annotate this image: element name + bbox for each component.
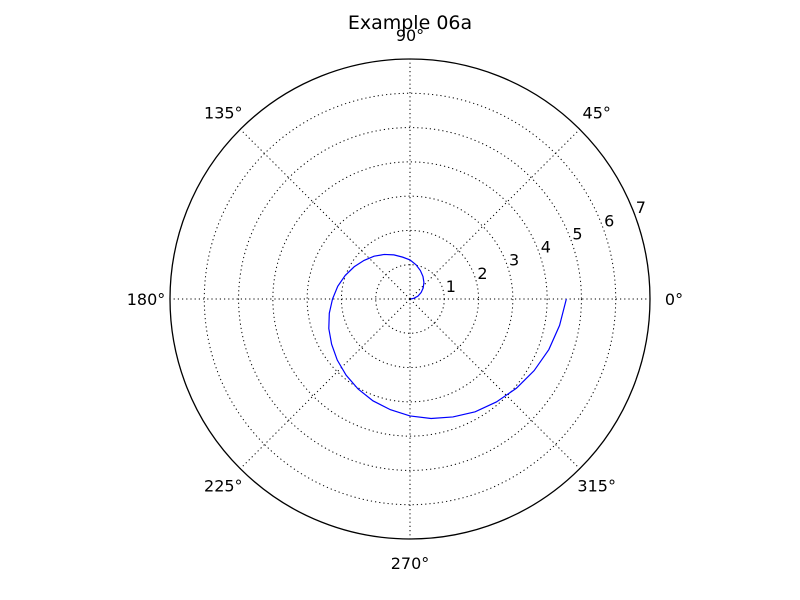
r-tick-label: 2 <box>477 264 487 283</box>
r-tick-label: 5 <box>572 224 582 243</box>
r-gridline <box>340 229 480 369</box>
polar-frame <box>169 58 651 540</box>
theta-gridline <box>239 298 411 470</box>
theta-tick-label: 0° <box>665 290 683 309</box>
theta-gridline <box>409 298 581 470</box>
r-tick-label: 3 <box>509 251 519 270</box>
r-tick-label: 6 <box>604 211 614 230</box>
chart-title: Example 06a <box>348 12 472 34</box>
r-gridline <box>306 195 514 403</box>
theta-tick-label: 225° <box>204 477 243 496</box>
grid <box>170 59 650 539</box>
r-tick-label: 7 <box>636 198 646 217</box>
theta-tick-label: 45° <box>583 103 611 122</box>
plot-area <box>328 253 567 420</box>
r-gridline <box>238 127 582 471</box>
r-gridline <box>375 264 445 334</box>
r-gridline <box>203 92 617 506</box>
r-tick-label: 4 <box>541 238 551 257</box>
theta-gridline <box>409 128 581 300</box>
r-gridline <box>272 161 548 437</box>
series-line <box>328 253 567 420</box>
tick-labels: 0° 45° 90° 135° 180° 225° 270° 315° 1 2 3 4 5 6 7 <box>127 26 683 573</box>
theta-tick-label: 315° <box>577 477 616 496</box>
theta-tick-label: 135° <box>204 103 243 122</box>
theta-gridline <box>239 128 411 300</box>
r-tick-label: 1 <box>446 277 456 296</box>
theta-tick-label: 270° <box>391 554 430 573</box>
theta-tick-label: 90° <box>396 26 424 45</box>
theta-tick-label: 180° <box>127 290 166 309</box>
